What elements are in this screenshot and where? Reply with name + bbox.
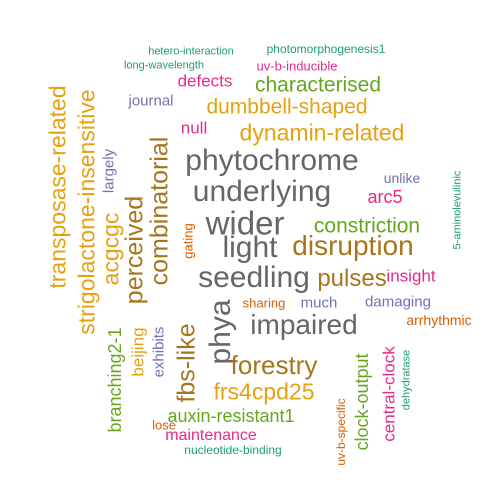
word-characterised: characterised (254, 73, 382, 97)
word-impaired: impaired (250, 309, 358, 340)
word-exhibits: exhibits (150, 326, 168, 378)
word-dehydratase: dehydratase (400, 349, 413, 411)
word-arc5: arc5 (367, 187, 403, 207)
word-null: null (180, 118, 208, 138)
word-disruption: disruption (292, 230, 414, 261)
word-damaging: damaging (365, 293, 431, 311)
word-phytochrome: phytochrome (185, 144, 359, 177)
word-frs4cpd25: frs4cpd25 (213, 378, 315, 405)
word-perceived: perceived (120, 195, 149, 305)
word-beijing: beijing (128, 327, 148, 377)
word-dynamin-related: dynamin-related (239, 119, 405, 146)
word-auxin-resistant1: auxin-resistant1 (167, 406, 295, 426)
word-clock-output: clock-output (352, 353, 372, 451)
word-transposase-related: transposase-related (44, 85, 71, 289)
word-light: light (222, 231, 278, 264)
word-underlying: underlying (192, 175, 332, 208)
word-acgcgc: acgcgc (97, 212, 124, 286)
word-long-wavelength: long-wavelength (123, 59, 205, 72)
word-central-clock: central-clock (379, 346, 399, 442)
word-arrhythmic: arrhythmic (406, 312, 472, 328)
word-5-aminolevulinic: 5-aminolevulinic (451, 170, 464, 250)
word-insight: insight (386, 266, 436, 286)
word-uv-b-inducible: uv-b-inducible (256, 58, 338, 74)
word-forestry: forestry (230, 350, 318, 380)
word-constriction: constriction (313, 214, 421, 238)
word-largely: largely (100, 148, 118, 194)
word-hetero-interaction: hetero-interaction (148, 45, 234, 58)
word-gating: gating (180, 223, 196, 259)
word-lose: lose (152, 417, 176, 433)
word-fbs-like: fbs-like (172, 323, 201, 403)
word-strigolactone-insensitive: strigolactone-insensitive (73, 89, 100, 335)
word-uv-b-specific: uv-b-specific (334, 398, 348, 466)
word-defects: defects (177, 71, 233, 91)
word-branching2-1: branching2-1 (105, 327, 125, 433)
word-pulses: pulses (317, 265, 387, 292)
word-unlike: unlike (383, 170, 421, 186)
word-wider: wider (205, 204, 285, 242)
word-combinatorial: combinatorial (145, 136, 174, 286)
word-sharing: sharing (242, 295, 286, 311)
word-journal: journal (128, 92, 174, 110)
word-dumbbell-shaped: dumbbell-shaped (206, 95, 368, 119)
word-photomorphogenesis1: photomorphogenesis1 (266, 42, 386, 56)
word-much: much (300, 294, 338, 312)
word-maintenance: maintenance (165, 427, 257, 444)
word-seedling: seedling (198, 261, 310, 294)
word-nucleotide-binding: nucleotide-binding (184, 443, 282, 457)
